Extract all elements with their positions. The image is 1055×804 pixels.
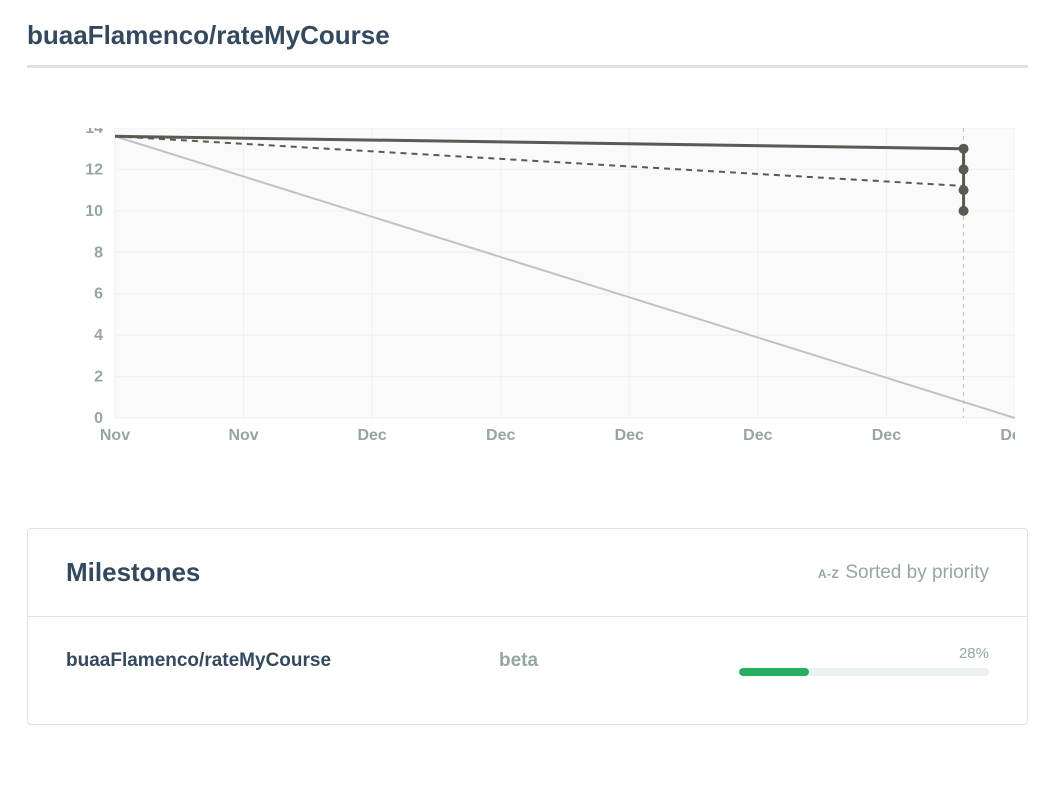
progress-fill (739, 668, 809, 676)
milestone-repo: buaaFlamenco/rateMyCourse (66, 650, 479, 672)
sort-control[interactable]: A-Z Sorted by priority (818, 562, 989, 584)
progress-bar (739, 668, 989, 676)
svg-text:Dec: Dec (743, 427, 772, 444)
page-title: buaaFlamenco/rateMyCourse (27, 20, 1028, 68)
burndown-chart: 0 2 4 6 8 10 12 14 Nov Nov Dec Dec Dec Dec Dec Dec (55, 128, 1028, 448)
svg-text:Dec: Dec (486, 427, 515, 444)
svg-text:8: 8 (94, 244, 103, 261)
svg-text:12: 12 (85, 161, 103, 178)
svg-text:4: 4 (94, 327, 103, 344)
svg-text:10: 10 (85, 203, 103, 220)
chart-svg: 0 2 4 6 8 10 12 14 Nov Nov Dec Dec Dec Dec Dec Dec (55, 128, 1015, 448)
svg-text:2: 2 (94, 369, 103, 386)
sort-label: Sorted by priority (845, 562, 989, 584)
svg-text:6: 6 (94, 286, 103, 303)
svg-text:Nov: Nov (100, 427, 130, 444)
progress-container: 28% (719, 645, 989, 676)
milestones-header: Milestones A-Z Sorted by priority (28, 529, 1027, 617)
milestones-title: Milestones (66, 557, 200, 588)
sort-az-icon: A-Z (818, 567, 840, 581)
svg-text:Dec: Dec (1000, 427, 1015, 444)
milestone-label: beta (499, 650, 699, 672)
svg-text:0: 0 (94, 410, 103, 427)
milestone-row[interactable]: buaaFlamenco/rateMyCourse beta 28% (28, 617, 1027, 724)
svg-text:Dec: Dec (615, 427, 644, 444)
svg-text:14: 14 (85, 128, 103, 137)
progress-percent: 28% (959, 645, 989, 662)
milestones-list: buaaFlamenco/rateMyCourse beta 28% (28, 617, 1027, 724)
svg-text:Dec: Dec (357, 427, 386, 444)
svg-text:Nov: Nov (228, 427, 258, 444)
milestones-panel: Milestones A-Z Sorted by priority buaaFl… (27, 528, 1028, 725)
svg-text:Dec: Dec (872, 427, 901, 444)
